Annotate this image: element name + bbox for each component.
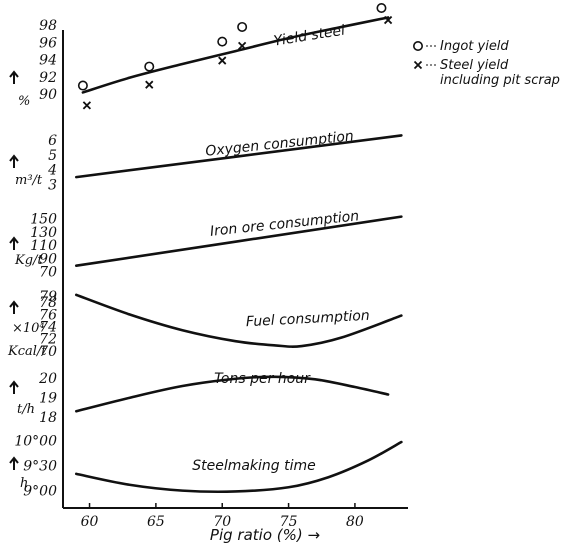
up-arrow-icon xyxy=(9,236,19,250)
panel-title-tons: Tons per hour xyxy=(214,371,311,387)
unit-label-yield: % xyxy=(18,94,30,109)
curve-time xyxy=(74,440,403,494)
y-tick-label-time: 10°00 xyxy=(14,433,57,449)
marker-steel-yield xyxy=(383,15,393,25)
curve-oxygen xyxy=(74,134,403,179)
y-tick-label-yield: 94 xyxy=(39,53,57,69)
y-tick-label-oxygen: 4 xyxy=(47,163,57,179)
x-tick-label: 75 xyxy=(280,514,298,530)
marker-steel-yield xyxy=(218,56,227,65)
curve-fuel xyxy=(74,293,403,348)
y-tick-label-iron-ore: 110 xyxy=(30,238,57,254)
up-arrow-icon xyxy=(9,70,19,84)
curve-iron-ore xyxy=(74,215,403,268)
y-tick-label-oxygen: 5 xyxy=(48,148,57,164)
unit-label-iron-ore: Kg/t xyxy=(14,253,43,268)
marker-steel-yield xyxy=(237,41,247,51)
marker-steel-yield xyxy=(82,101,92,110)
up-arrow-icon xyxy=(9,456,19,470)
marker-ingot-yield xyxy=(237,21,248,32)
y-tick-label-fuel: 79 xyxy=(39,289,57,305)
y-tick-label-fuel: 72 xyxy=(39,332,57,348)
y-tick-label-tons: 20 xyxy=(38,371,57,387)
curve-yield xyxy=(81,16,390,94)
panel-title-time: Steelmaking time xyxy=(192,458,316,474)
y-tick-label-oxygen: 3 xyxy=(48,178,57,194)
legend-label: Steel yield xyxy=(440,58,509,73)
y-tick-label-fuel: 74 xyxy=(39,320,57,336)
x-tick-label: 70 xyxy=(213,514,231,530)
x-tick-label: 65 xyxy=(147,514,165,530)
y-tick-label-tons: 19 xyxy=(39,390,57,406)
y-tick-label-fuel: 70 xyxy=(39,344,57,360)
y-tick-label-time: 9°30 xyxy=(23,459,57,475)
up-arrow-icon xyxy=(9,154,19,168)
marker-ingot-yield xyxy=(144,61,155,72)
up-arrow-icon xyxy=(9,300,19,314)
axes xyxy=(62,30,408,509)
curve-tons xyxy=(74,375,390,413)
y-tick-label-yield: 90 xyxy=(39,87,57,103)
legend-label: including pit scrap xyxy=(440,73,560,88)
unit-label-tons: t/h xyxy=(17,402,35,417)
panel-title-oxygen: Oxygen consumption xyxy=(205,128,355,159)
y-tick-label-time: 9°00 xyxy=(23,484,57,500)
x-axis-label: Pig ratio (%) → xyxy=(210,526,320,544)
up-arrow-icon xyxy=(9,380,19,394)
unit-label-time: h xyxy=(20,476,28,491)
unit-label-oxygen: m³/t xyxy=(15,173,43,188)
y-tick-label-tons: 18 xyxy=(39,410,57,426)
marker-steel-yield xyxy=(145,80,154,89)
legend-cross-icon xyxy=(413,60,423,70)
unit-label-fuel: Kcal/t xyxy=(7,344,47,359)
y-tick-label-iron-ore: 150 xyxy=(30,212,57,228)
legend-circle-icon xyxy=(412,40,423,51)
y-tick-label-iron-ore: 90 xyxy=(39,251,57,267)
panel-title-yield: Yield steel xyxy=(273,23,347,50)
marker-ingot-yield xyxy=(77,80,88,91)
y-tick-label-oxygen: 6 xyxy=(48,133,57,149)
y-tick-label-iron-ore: 130 xyxy=(30,225,57,241)
marker-ingot-yield xyxy=(217,36,228,47)
y-tick-label-iron-ore: 70 xyxy=(39,265,57,281)
y-tick-label-yield: 96 xyxy=(39,35,57,51)
y-tick-label-fuel: 76 xyxy=(39,307,57,323)
unit-label-fuel: ×10⁴ xyxy=(12,321,45,336)
y-tick-label-yield: 92 xyxy=(39,70,57,86)
y-tick-label-fuel: 78 xyxy=(39,295,57,311)
legend-label: Ingot yield xyxy=(440,39,509,54)
x-tick-label: 80 xyxy=(346,514,364,530)
y-tick-label-yield: 98 xyxy=(39,18,57,34)
panel-title-fuel: Fuel consumption xyxy=(245,308,370,330)
marker-ingot-yield xyxy=(376,3,387,13)
x-tick-label: 60 xyxy=(81,514,99,530)
